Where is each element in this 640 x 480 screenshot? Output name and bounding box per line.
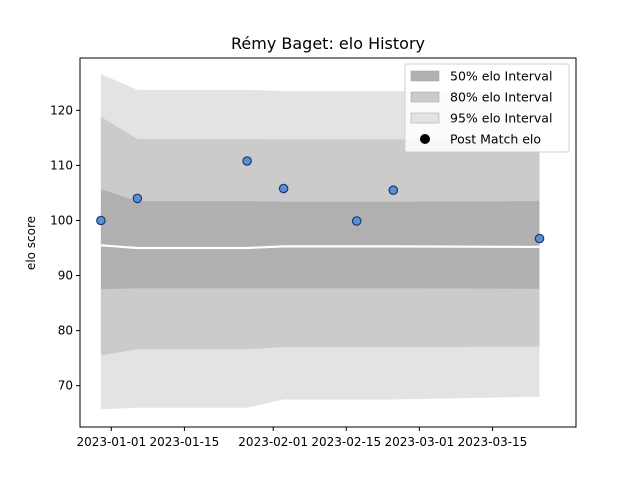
post-match-point <box>534 233 545 244</box>
x-tick-label: 2023-02-15 <box>311 435 381 449</box>
post-match-points <box>96 156 545 244</box>
legend-band50-swatch <box>410 70 440 82</box>
legend-box <box>404 63 570 153</box>
post-match-point <box>96 215 106 226</box>
legend-marker-swatch <box>420 134 430 144</box>
y-tick-label: 70 <box>58 379 73 393</box>
legend: 50% elo Interval 80% elo Interval 95% elo … <box>404 63 570 153</box>
legend-label: 95% elo Interval <box>450 111 552 126</box>
legend-label: 50% elo Interval <box>450 69 552 84</box>
x-tick-label: 2023-03-01 <box>384 435 454 449</box>
y-tick-label: 110 <box>50 158 73 172</box>
x-tick-label: 2023-02-01 <box>238 435 308 449</box>
post-match-point <box>351 216 362 226</box>
post-match-point <box>132 193 143 204</box>
band50-area <box>100 189 540 290</box>
legend-label: Post Match elo <box>450 132 541 147</box>
mean-elo-line <box>100 244 540 250</box>
y-tick-label: 120 <box>50 103 73 117</box>
interval-bands <box>100 74 540 410</box>
post-match-point <box>242 156 252 166</box>
y-tick-label: 100 <box>50 213 73 227</box>
legend-band80-swatch <box>410 91 440 103</box>
x-tick-label: 2023-01-15 <box>150 435 220 449</box>
post-match-point <box>388 185 399 195</box>
post-match-point <box>278 183 289 194</box>
x-axis-ticks: 2023-01-01 2023-01-15 2023-02-01 2023-02-15… <box>76 427 527 449</box>
legend-band95-swatch <box>410 112 440 124</box>
x-tick-label: 2023-01-01 <box>76 435 146 449</box>
x-tick-label: 2023-03-15 <box>458 435 528 449</box>
chart-title: Rémy Baget: elo History <box>231 34 425 53</box>
y-axis-label: elo score <box>24 216 38 270</box>
y-tick-label: 80 <box>58 324 73 338</box>
mean-line-layer <box>100 244 540 250</box>
legend-label: 80% elo Interval <box>450 90 552 105</box>
plot-frame <box>79 57 577 428</box>
y-axis-ticks: 70 80 90 100 110 120 <box>50 103 80 393</box>
y-tick-label: 90 <box>58 269 73 283</box>
